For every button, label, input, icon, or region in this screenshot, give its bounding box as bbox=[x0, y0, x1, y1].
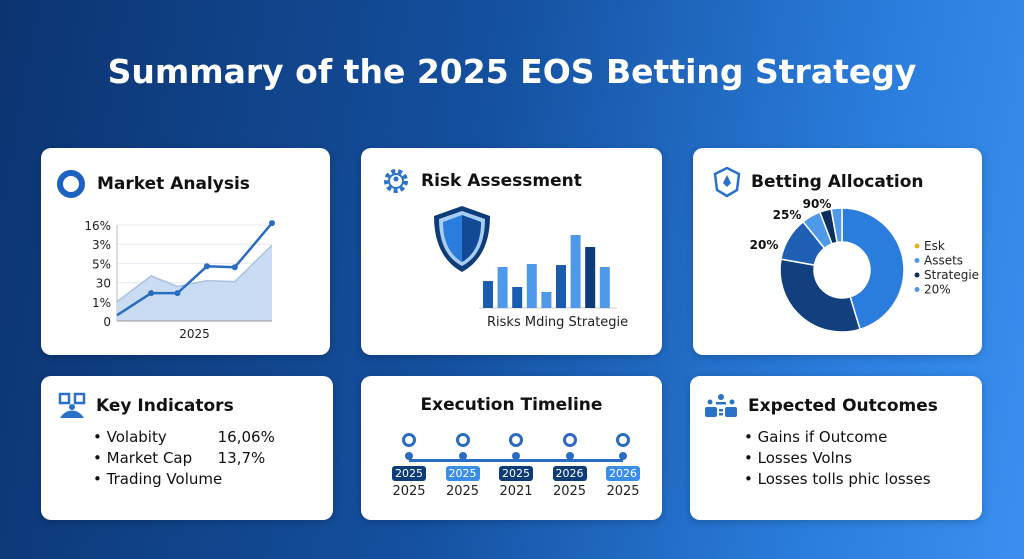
milestone-dot-icon bbox=[512, 452, 520, 460]
gear-icon bbox=[384, 169, 408, 193]
year-label: 2021 bbox=[499, 484, 533, 499]
execution-timeline-card: Execution Timeline 2025 2025 2025 2025 2… bbox=[361, 376, 662, 520]
year-label: 2025 bbox=[606, 484, 640, 499]
list-item: Trading Volume bbox=[93, 469, 275, 490]
year-label: 2025 bbox=[445, 484, 480, 499]
bar bbox=[512, 287, 523, 308]
milestone-circle-icon bbox=[402, 433, 416, 447]
bar bbox=[556, 265, 566, 308]
legend-marker bbox=[914, 272, 920, 278]
betting-allocation-card: Betting Allocation 20% 25% 90% Esk Assets Str… bbox=[693, 148, 982, 355]
year-badge: 2025 bbox=[499, 466, 533, 481]
bar-chart bbox=[479, 235, 617, 309]
slice-label: 20% bbox=[750, 238, 779, 252]
legend-marker bbox=[914, 287, 920, 292]
data-point bbox=[203, 263, 210, 270]
timeline-step: 2025 2025 bbox=[383, 433, 435, 499]
legend-label: Strategie bbox=[924, 268, 979, 282]
list-item: Losses Volns bbox=[744, 448, 931, 469]
bar bbox=[541, 292, 552, 308]
timeline-step: 2026 2025 bbox=[544, 433, 596, 499]
bar bbox=[570, 235, 581, 308]
list-item: Gains if Outcome bbox=[744, 427, 931, 448]
bar bbox=[526, 264, 537, 308]
legend-label: 20% bbox=[924, 283, 951, 297]
milestone-dot-icon bbox=[405, 452, 413, 460]
year-badge: 2025 bbox=[392, 466, 426, 481]
year-badge: 2026 bbox=[606, 466, 640, 481]
bar bbox=[483, 281, 493, 308]
bar bbox=[585, 247, 596, 308]
donut-slice bbox=[830, 207, 843, 244]
shield-icon bbox=[434, 206, 490, 272]
donut-slice bbox=[841, 207, 905, 331]
qr-icon bbox=[58, 392, 86, 418]
slice-label: 90% bbox=[803, 197, 832, 211]
card-title: Betting Allocation bbox=[751, 172, 924, 192]
y-tick-label: 5% bbox=[92, 257, 111, 271]
page-title: Summary of the 2025 EOS Betting Strategy bbox=[107, 52, 917, 91]
main-series-line bbox=[116, 222, 273, 317]
year-label: 2025 bbox=[552, 484, 587, 499]
x-axis-label: 2025 bbox=[179, 327, 210, 341]
ring-icon bbox=[57, 170, 85, 198]
timeline-track bbox=[409, 459, 623, 462]
timeline-step: 2025 2021 bbox=[490, 433, 542, 499]
market-analysis-card: Market Analysis 0 1% 30 5% 3% 16% 2025 bbox=[41, 148, 330, 355]
data-point bbox=[269, 220, 275, 227]
donut-slice bbox=[779, 258, 861, 333]
outcome-list: Gains if Outcome Losses Volns Losses tol… bbox=[744, 427, 931, 490]
y-tick-label: 16% bbox=[84, 219, 111, 233]
area-series bbox=[117, 245, 272, 321]
card-title: Expected Outcomes bbox=[748, 396, 938, 416]
year-badge: 2026 bbox=[552, 466, 587, 481]
year-label: 2025 bbox=[392, 484, 426, 499]
milestone-circle-icon bbox=[455, 433, 470, 447]
card-title: Key Indicators bbox=[96, 396, 234, 416]
bar bbox=[599, 267, 610, 308]
line-chart: 0 1% 30 5% 3% 16% 2025 bbox=[84, 219, 275, 341]
milestone-dot-icon bbox=[458, 452, 467, 460]
card-title: Risk Assessment bbox=[421, 171, 582, 191]
card-title: Market Analysis bbox=[97, 174, 250, 194]
milestone-dot-icon bbox=[619, 452, 627, 460]
team-icon bbox=[705, 394, 737, 417]
milestone-circle-icon bbox=[509, 433, 523, 447]
card-title: Execution Timeline bbox=[420, 395, 603, 415]
timeline-step: 2026 2025 bbox=[597, 433, 649, 499]
milestone-circle-icon bbox=[616, 433, 630, 447]
bar bbox=[497, 267, 508, 308]
area-series-line bbox=[116, 244, 273, 303]
legend-marker bbox=[914, 258, 920, 263]
shield-drop-icon bbox=[713, 166, 741, 198]
y-tick-label: 0 bbox=[103, 315, 111, 329]
risk-assessment-card: Risk Assessment Risks Mding Strategie bbox=[361, 148, 662, 355]
legend-label: Assets bbox=[924, 254, 963, 268]
data-point bbox=[148, 290, 155, 297]
legend-label: Esk bbox=[924, 239, 945, 253]
bar-caption: Risks Mding Strategie bbox=[487, 315, 629, 330]
milestone-circle-icon bbox=[562, 433, 577, 447]
milestone-dot-icon bbox=[565, 452, 574, 460]
slice-label: 25% bbox=[773, 208, 802, 222]
y-tick-label: 30 bbox=[96, 277, 111, 291]
data-point bbox=[231, 264, 238, 271]
timeline-step: 2025 2025 bbox=[437, 433, 489, 499]
data-point bbox=[174, 290, 181, 297]
y-tick-label: 1% bbox=[92, 296, 111, 310]
y-tick-label: 3% bbox=[92, 238, 111, 252]
list-item: Losses tolls phic losses bbox=[744, 469, 931, 490]
expected-outcomes-card: Expected Outcomes Gains if Outcome Losse… bbox=[690, 376, 982, 520]
year-badge: 2025 bbox=[445, 466, 480, 481]
legend-marker bbox=[914, 243, 920, 249]
